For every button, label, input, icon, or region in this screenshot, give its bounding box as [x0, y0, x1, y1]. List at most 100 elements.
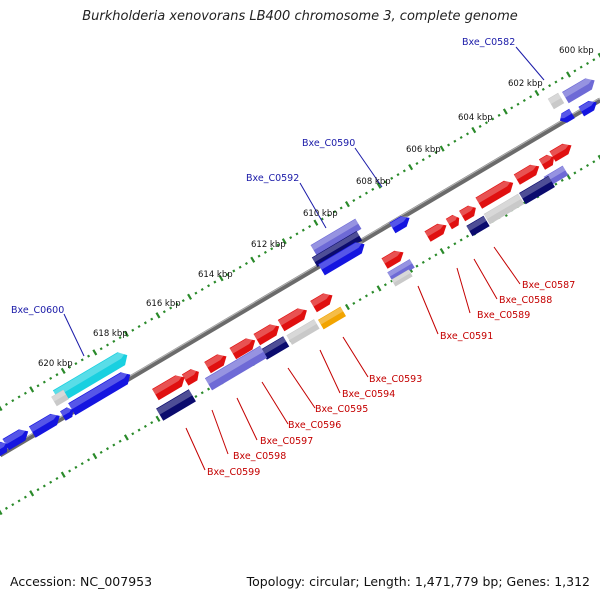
outer-ring-tick: [0, 404, 3, 412]
inner-ring-tick: [453, 242, 457, 246]
leader-line: [493, 246, 521, 285]
kbp-label: 620 kbp: [38, 359, 73, 369]
outer-ring-tick: [352, 199, 356, 203]
kbp-label: 608 kbp: [356, 177, 391, 187]
inner-ring-tick: [358, 298, 362, 302]
kbp-label: 604 kbp: [458, 113, 493, 123]
inner-ring-tick: [465, 234, 470, 238]
outer-ring-tick: [80, 358, 84, 362]
inner-ring-tick: [200, 391, 204, 395]
outer-ring-tick: [573, 69, 577, 73]
outer-ring-tick: [250, 256, 256, 263]
outer-ring-tick: [87, 354, 91, 358]
gene-feature: [152, 374, 185, 401]
outer-ring-tick: [541, 87, 545, 91]
outer-ring-tick: [371, 187, 375, 191]
outer-ring-tick: [74, 362, 78, 366]
outer-ring-tick: [396, 173, 400, 177]
outer-ring-tick: [162, 310, 166, 314]
inner-ring-tick: [17, 499, 21, 503]
outer-ring-tick: [308, 224, 312, 228]
outer-ring-tick: [376, 182, 382, 189]
outer-ring-tick: [194, 291, 198, 295]
gene-feature: [513, 164, 540, 185]
gene-feature: [483, 193, 525, 225]
inner-ring-tick: [434, 253, 438, 257]
inner-ring-tick: [42, 484, 46, 488]
outer-ring-tick: [522, 98, 526, 103]
outer-ring-tick: [510, 106, 514, 110]
gene-feature: [204, 345, 268, 391]
outer-ring-tick: [68, 365, 72, 369]
inner-ring-tick: [447, 245, 451, 249]
outer-ring-tick: [421, 158, 425, 162]
gene-feature: [277, 307, 307, 332]
inner-ring-tick: [68, 469, 72, 473]
leader-line: [211, 409, 229, 455]
inner-ring-tick: [439, 247, 445, 255]
inner-ring-tick: [36, 488, 40, 492]
inner-ring-tick: [80, 462, 84, 466]
outer-ring-tick: [143, 321, 147, 325]
outer-ring-tick: [207, 284, 211, 288]
gene-feature: [459, 205, 476, 222]
outer-ring-tick: [554, 80, 558, 84]
genome-summary-text: Topology: circular; Length: 1,471,779 bp…: [246, 574, 590, 589]
outer-ring-tick: [415, 161, 419, 165]
inner-ring-tick: [143, 424, 147, 428]
leader-line: [63, 313, 85, 357]
outer-ring-tick: [408, 163, 414, 171]
gene-feature: [156, 389, 196, 421]
gene-label-bxe-c0587: Bxe_C0587: [522, 280, 575, 291]
outer-ring-tick: [175, 302, 179, 306]
outer-ring-tick: [276, 243, 280, 247]
outer-ring-tick: [131, 328, 135, 332]
inner-ring-tick: [137, 428, 141, 432]
outer-ring-tick: [11, 399, 15, 403]
outer-ring-tick: [92, 349, 98, 356]
outer-ring-tick: [295, 232, 299, 236]
outer-ring-tick: [169, 306, 173, 310]
inner-ring-tick: [123, 434, 129, 441]
kbp-label: 618 kbp: [93, 329, 128, 339]
gene-feature: [310, 292, 333, 313]
inner-ring-tick: [4, 506, 8, 510]
inner-ring-tick: [352, 301, 356, 305]
outer-ring-tick: [289, 236, 293, 240]
outer-ring-tick: [263, 250, 267, 254]
inner-ring-tick: [592, 160, 596, 164]
outer-ring-tick: [218, 275, 224, 282]
inner-ring-tick: [87, 458, 91, 462]
outer-ring-tick: [49, 376, 53, 380]
inner-ring-tick: [585, 163, 590, 167]
outer-ring-tick: [402, 169, 406, 173]
inner-ring-tick: [150, 421, 154, 425]
outer-ring-tick: [529, 95, 533, 99]
gene-feature: [562, 77, 595, 104]
gene-label-bxe-c0598: Bxe_C0598: [233, 451, 286, 462]
leader-line: [515, 46, 545, 81]
leader-line: [342, 336, 369, 378]
leader-line: [299, 182, 327, 229]
inner-ring-tick: [554, 182, 558, 186]
outer-ring-tick: [200, 287, 204, 291]
gene-feature: [0, 441, 9, 457]
outer-ring-tick: [112, 339, 116, 343]
outer-ring-tick: [390, 176, 394, 180]
gene-feature: [538, 154, 555, 170]
outer-ring-tick: [491, 117, 495, 121]
outer-ring-tick: [447, 143, 451, 147]
gene-label-bxe-c0594: Bxe_C0594: [342, 389, 395, 400]
gene-features: [0, 77, 597, 457]
inner-ring-tick: [376, 285, 382, 292]
outer-ring-tick: [36, 384, 40, 388]
outer-ring-tick: [439, 145, 445, 152]
outer-ring-tick: [42, 380, 46, 384]
leader-line: [185, 427, 206, 471]
outer-ring-tick: [244, 262, 248, 266]
leader-line: [261, 381, 289, 425]
outer-ring-tick: [471, 126, 477, 134]
outer-ring-tick: [257, 254, 261, 258]
inner-ring-tick: [194, 395, 198, 399]
kbp-label: 610 kbp: [303, 209, 338, 219]
